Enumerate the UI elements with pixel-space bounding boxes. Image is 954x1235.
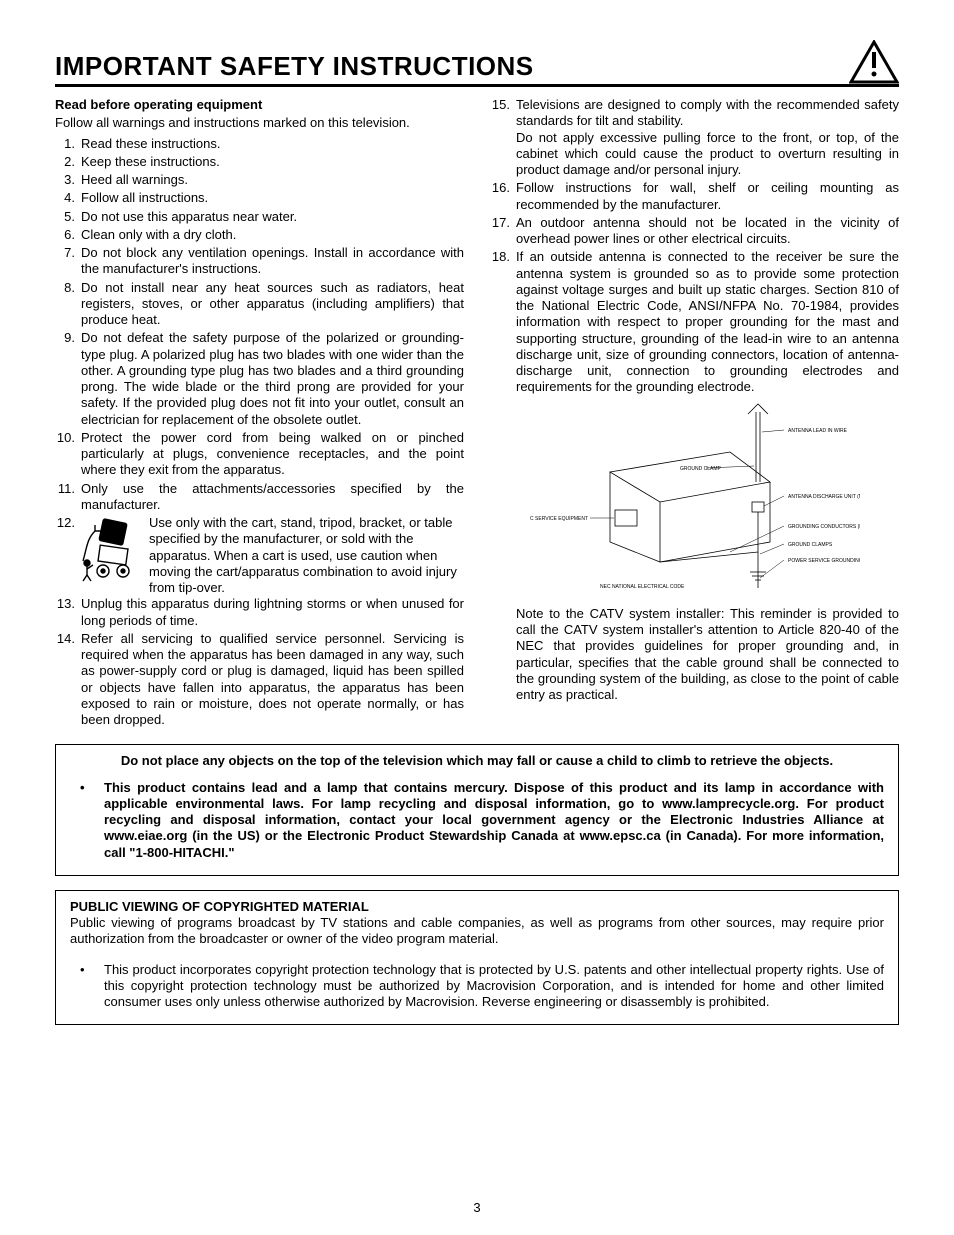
svg-text:GROUNDING CONDUCTORS (NEC SECT: GROUNDING CONDUCTORS (NEC SECTION 810-21… (788, 524, 860, 530)
list-item-12: 12. (55, 515, 464, 596)
warning-icon (849, 40, 899, 84)
page-number: 3 (0, 1200, 954, 1215)
list-item: 3.Heed all warnings. (55, 172, 464, 188)
list-item: 18.If an outside antenna is connected to… (490, 249, 899, 395)
svg-text:GROUND CLAMPS: GROUND CLAMPS (788, 542, 833, 548)
list-item: 2.Keep these instructions. (55, 154, 464, 170)
warning-box-2: PUBLIC VIEWING OF COPYRIGHTED MATERIAL P… (55, 890, 899, 1026)
list-item: 7.Do not block any ventilation openings.… (55, 245, 464, 278)
instruction-list-left: 1.Read these instructions. 2.Keep these i… (55, 136, 464, 514)
instruction-list-left-b: 13.Unplug this apparatus during lightnin… (55, 596, 464, 728)
left-column: Read before operating equipment Follow a… (55, 97, 464, 730)
svg-text:ANTENNA LEAD IN WIRE: ANTENNA LEAD IN WIRE (788, 428, 848, 434)
list-item: 8.Do not install near any heat sources s… (55, 280, 464, 329)
list-item: 10.Protect the power cord from being wal… (55, 430, 464, 479)
box2-bullet: • This product incorporates copyright pr… (70, 962, 884, 1011)
list-item: 9.Do not defeat the safety purpose of th… (55, 330, 464, 428)
subtitle: Read before operating equipment (55, 97, 464, 113)
right-column: 15.Televisions are designed to comply wi… (490, 97, 899, 730)
list-item: 14.Refer all servicing to qualified serv… (55, 631, 464, 729)
box1-line1: Do not place any objects on the top of t… (70, 753, 884, 769)
list-item: 13.Unplug this apparatus during lightnin… (55, 596, 464, 629)
list-item: 17.An outdoor antenna should not be loca… (490, 215, 899, 248)
svg-text:ELECTRIC SERVICE EQUIPMENT: ELECTRIC SERVICE EQUIPMENT (530, 516, 588, 522)
content-columns: Read before operating equipment Follow a… (55, 97, 899, 730)
list-item: 1.Read these instructions. (55, 136, 464, 152)
intro-text: Follow all warnings and instructions mar… (55, 115, 464, 131)
svg-text:GROUND CLAMP: GROUND CLAMP (680, 466, 722, 472)
svg-text:NEC NATIONAL ELECTRICAL CODE: NEC NATIONAL ELECTRICAL CODE (600, 584, 685, 590)
box2-title: PUBLIC VIEWING OF COPYRIGHTED MATERIAL (70, 899, 884, 915)
instruction-list-right: 15.Televisions are designed to comply wi… (490, 97, 899, 396)
list-item: 4.Follow all instructions. (55, 190, 464, 206)
list-item: 5.Do not use this apparatus near water. (55, 209, 464, 225)
list-item: 11.Only use the attachments/accessories … (55, 481, 464, 514)
catv-note: Note to the CATV system installer: This … (490, 606, 899, 704)
header: IMPORTANT SAFETY INSTRUCTIONS (55, 40, 899, 87)
list-item: 15.Televisions are designed to comply wi… (490, 97, 899, 178)
list-item: 6.Clean only with a dry cloth. (55, 227, 464, 243)
grounding-diagram: ANTENNA LEAD IN WIRE GROUND CLAMP ANTENN… (490, 402, 899, 596)
list-item: 16.Follow instructions for wall, shelf o… (490, 180, 899, 213)
warning-box-1: Do not place any objects on the top of t… (55, 744, 899, 876)
box1-bullet: • This product contains lead and a lamp … (70, 780, 884, 861)
cart-tipover-icon (81, 515, 141, 596)
box2-text: Public viewing of programs broadcast by … (70, 915, 884, 948)
svg-text:POWER SERVICE GROUNDING ELECTR: POWER SERVICE GROUNDING ELECTRODE SYSTEM… (788, 558, 860, 564)
svg-text:ANTENNA DISCHARGE UNIT (NEC SE: ANTENNA DISCHARGE UNIT (NEC SECTION 810-… (788, 494, 860, 500)
page-title: IMPORTANT SAFETY INSTRUCTIONS (55, 51, 534, 82)
